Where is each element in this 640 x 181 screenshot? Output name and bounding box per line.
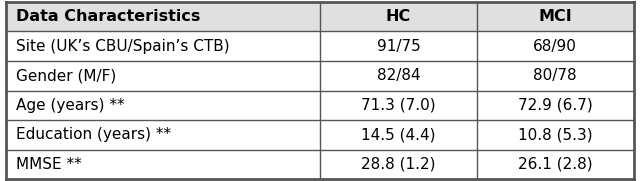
Bar — [6, 61, 320, 90]
Bar — [320, 2, 477, 31]
Text: 14.5 (4.4): 14.5 (4.4) — [361, 127, 436, 142]
Bar — [6, 120, 320, 150]
Bar — [477, 2, 634, 31]
Text: HC: HC — [386, 9, 411, 24]
Bar — [320, 61, 477, 90]
Text: 68/90: 68/90 — [533, 39, 577, 54]
Text: 72.9 (6.7): 72.9 (6.7) — [518, 98, 593, 113]
Text: Gender (M/F): Gender (M/F) — [16, 68, 116, 83]
Text: Age (years) **: Age (years) ** — [16, 98, 125, 113]
Text: 26.1 (2.8): 26.1 (2.8) — [518, 157, 593, 172]
Bar — [6, 90, 320, 120]
Text: 28.8 (1.2): 28.8 (1.2) — [361, 157, 436, 172]
Bar — [477, 90, 634, 120]
Bar — [320, 150, 477, 179]
Bar — [477, 150, 634, 179]
Bar — [6, 2, 320, 31]
Text: Education (years) **: Education (years) ** — [16, 127, 171, 142]
Bar — [6, 150, 320, 179]
Bar — [6, 31, 320, 61]
Text: 71.3 (7.0): 71.3 (7.0) — [361, 98, 436, 113]
Text: MCI: MCI — [538, 9, 572, 24]
Text: 10.8 (5.3): 10.8 (5.3) — [518, 127, 593, 142]
Text: Site (UK’s CBU/Spain’s CTB): Site (UK’s CBU/Spain’s CTB) — [16, 39, 230, 54]
Bar — [477, 31, 634, 61]
Text: 80/78: 80/78 — [533, 68, 577, 83]
Bar — [477, 61, 634, 90]
Text: 82/84: 82/84 — [376, 68, 420, 83]
Bar — [320, 31, 477, 61]
Text: Data Characteristics: Data Characteristics — [16, 9, 200, 24]
Text: MMSE **: MMSE ** — [16, 157, 82, 172]
Bar — [477, 120, 634, 150]
Bar — [320, 120, 477, 150]
Bar — [320, 90, 477, 120]
Text: 91/75: 91/75 — [376, 39, 420, 54]
